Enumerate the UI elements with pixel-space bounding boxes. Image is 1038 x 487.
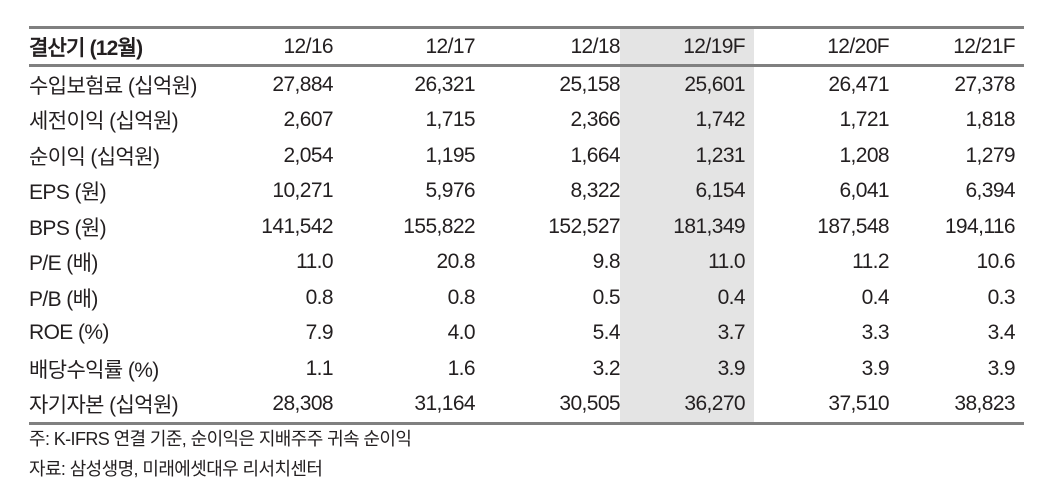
- cell-value: 1,208: [839, 143, 889, 167]
- cell-value: 0.8: [447, 285, 476, 309]
- table-row-eps: EPS (원) 10,271 5,976 8,322 6,154 6,041 6…: [29, 173, 1024, 209]
- cell-value: 0.3: [987, 285, 1016, 309]
- cell-value: 152,527: [548, 214, 620, 238]
- cell-value: 26,471: [828, 72, 889, 96]
- source-note: 자료: 삼성생명, 미래에셋대우 리서치센터: [29, 459, 323, 479]
- row-label: BPS (원): [29, 216, 107, 240]
- row-label: P/E (배): [29, 252, 98, 276]
- table-row-pretax-income: 세전이익 (십억원) 2,607 1,715 2,366 1,742 1,721…: [29, 102, 1024, 138]
- row-label: EPS (원): [29, 181, 107, 205]
- cell-value: 6,394: [965, 179, 1015, 203]
- footnote: 주: K-IFRS 연결 기준, 순이익은 지배주주 귀속 순이익: [29, 429, 412, 449]
- cell-value: 11.0: [620, 244, 754, 280]
- cell-value: 37,510: [828, 392, 889, 416]
- cell-value: 28,308: [272, 392, 333, 416]
- cell-value: 3.2: [592, 356, 621, 380]
- cell-value: 36,270: [620, 386, 754, 424]
- cell-value: 5,976: [425, 179, 475, 203]
- cell-value: 20.8: [436, 250, 476, 274]
- cell-value: 25,601: [620, 65, 754, 103]
- cell-value: 6,154: [620, 173, 754, 209]
- cell-value: 6,041: [839, 179, 889, 203]
- cell-value: 7.9: [305, 321, 334, 345]
- cell-value: 2,054: [283, 143, 333, 167]
- table-row-roe: ROE (%) 7.9 4.0 5.4 3.7 3.3 3.4: [29, 315, 1024, 351]
- financial-summary-table: 결산기 (12월) 12/16 12/17 12/18 12/19F 12/20…: [29, 26, 1024, 425]
- table-row-pb: P/B (배) 0.8 0.8 0.5 0.4 0.4 0.3: [29, 280, 1024, 316]
- cell-value: 3.9: [620, 351, 754, 387]
- header-col-12-21f: 12/21F: [953, 34, 1015, 58]
- cell-value: 26,321: [414, 72, 475, 96]
- cell-value: 5.4: [592, 321, 621, 345]
- cell-value: 8,322: [570, 179, 620, 203]
- header-col-12-18: 12/18: [570, 34, 620, 58]
- row-label: ROE (%): [29, 321, 109, 345]
- table-row-net-income: 순이익 (십억원) 2,054 1,195 1,664 1,231 1,208 …: [29, 138, 1024, 174]
- table-header-row: 결산기 (12월) 12/16 12/17 12/18 12/19F 12/20…: [29, 27, 1024, 66]
- cell-value: 31,164: [414, 392, 475, 416]
- row-label: 순이익 (십억원): [29, 145, 160, 169]
- cell-value: 0.8: [305, 285, 334, 309]
- cell-value: 0.4: [620, 280, 754, 316]
- cell-value: 30,505: [559, 392, 620, 416]
- table-row-bps: BPS (원) 141,542 155,822 152,527 181,349 …: [29, 209, 1024, 245]
- financial-summary-table-container: 결산기 (12월) 12/16 12/17 12/18 12/19F 12/20…: [29, 26, 1024, 425]
- cell-value: 9.8: [592, 250, 621, 274]
- cell-value: 1,195: [425, 143, 475, 167]
- header-col-12-16: 12/16: [283, 34, 333, 58]
- cell-value: 0.4: [861, 285, 890, 309]
- cell-value: 2,366: [570, 108, 620, 132]
- row-label: 세전이익 (십억원): [29, 110, 179, 134]
- cell-value: 3.7: [620, 315, 754, 351]
- cell-value: 11.0: [296, 250, 334, 274]
- cell-value: 3.9: [987, 356, 1016, 380]
- row-label: 자기자본 (십억원): [29, 394, 179, 418]
- cell-value: 2,607: [283, 108, 333, 132]
- row-label: 수입보험료 (십억원): [29, 74, 197, 98]
- header-col-12-17: 12/17: [425, 34, 475, 58]
- cell-value: 141,542: [261, 214, 333, 238]
- cell-value: 11.2: [852, 250, 890, 274]
- cell-value: 10.6: [976, 250, 1016, 274]
- cell-value: 3.3: [861, 321, 890, 345]
- cell-value: 3.9: [861, 356, 890, 380]
- cell-value: 4.0: [447, 321, 476, 345]
- table-notes: 주: K-IFRS 연결 기준, 순이익은 지배주주 귀속 순이익 자료: 삼성…: [29, 424, 412, 484]
- cell-value: 1,664: [570, 143, 620, 167]
- header-col-12-20f: 12/20F: [827, 34, 889, 58]
- header-col-12-19f: 12/19F: [620, 27, 754, 66]
- cell-value: 194,116: [944, 214, 1016, 238]
- cell-value: 1.6: [447, 356, 476, 380]
- header-label-fiscal-year: 결산기 (12월): [29, 36, 143, 60]
- cell-value: 10,271: [272, 179, 333, 203]
- cell-value: 27,884: [272, 72, 333, 96]
- table-row-pe: P/E (배) 11.0 20.8 9.8 11.0 11.2 10.6: [29, 244, 1024, 280]
- cell-value: 1.1: [305, 356, 334, 380]
- cell-value: 155,822: [403, 214, 475, 238]
- cell-value: 0.5: [592, 285, 621, 309]
- cell-value: 1,715: [425, 108, 475, 132]
- cell-value: 27,378: [954, 72, 1015, 96]
- cell-value: 1,721: [839, 108, 889, 132]
- row-label: 배당수익률 (%): [29, 358, 159, 382]
- cell-value: 1,279: [965, 143, 1015, 167]
- row-label: P/B (배): [29, 287, 98, 311]
- cell-value: 1,231: [620, 138, 754, 174]
- cell-value: 1,742: [620, 102, 754, 138]
- table-row-equity: 자기자본 (십억원) 28,308 31,164 30,505 36,270 3…: [29, 386, 1024, 424]
- cell-value: 181,349: [620, 209, 754, 245]
- table-row-dividend-yield: 배당수익률 (%) 1.1 1.6 3.2 3.9 3.9 3.9: [29, 351, 1024, 387]
- cell-value: 187,548: [817, 214, 889, 238]
- table-row-premium-income: 수입보험료 (십억원) 27,884 26,321 25,158 25,601 …: [29, 65, 1024, 103]
- cell-value: 38,823: [954, 392, 1015, 416]
- cell-value: 1,818: [965, 108, 1015, 132]
- cell-value: 3.4: [987, 321, 1016, 345]
- cell-value: 25,158: [559, 72, 620, 96]
